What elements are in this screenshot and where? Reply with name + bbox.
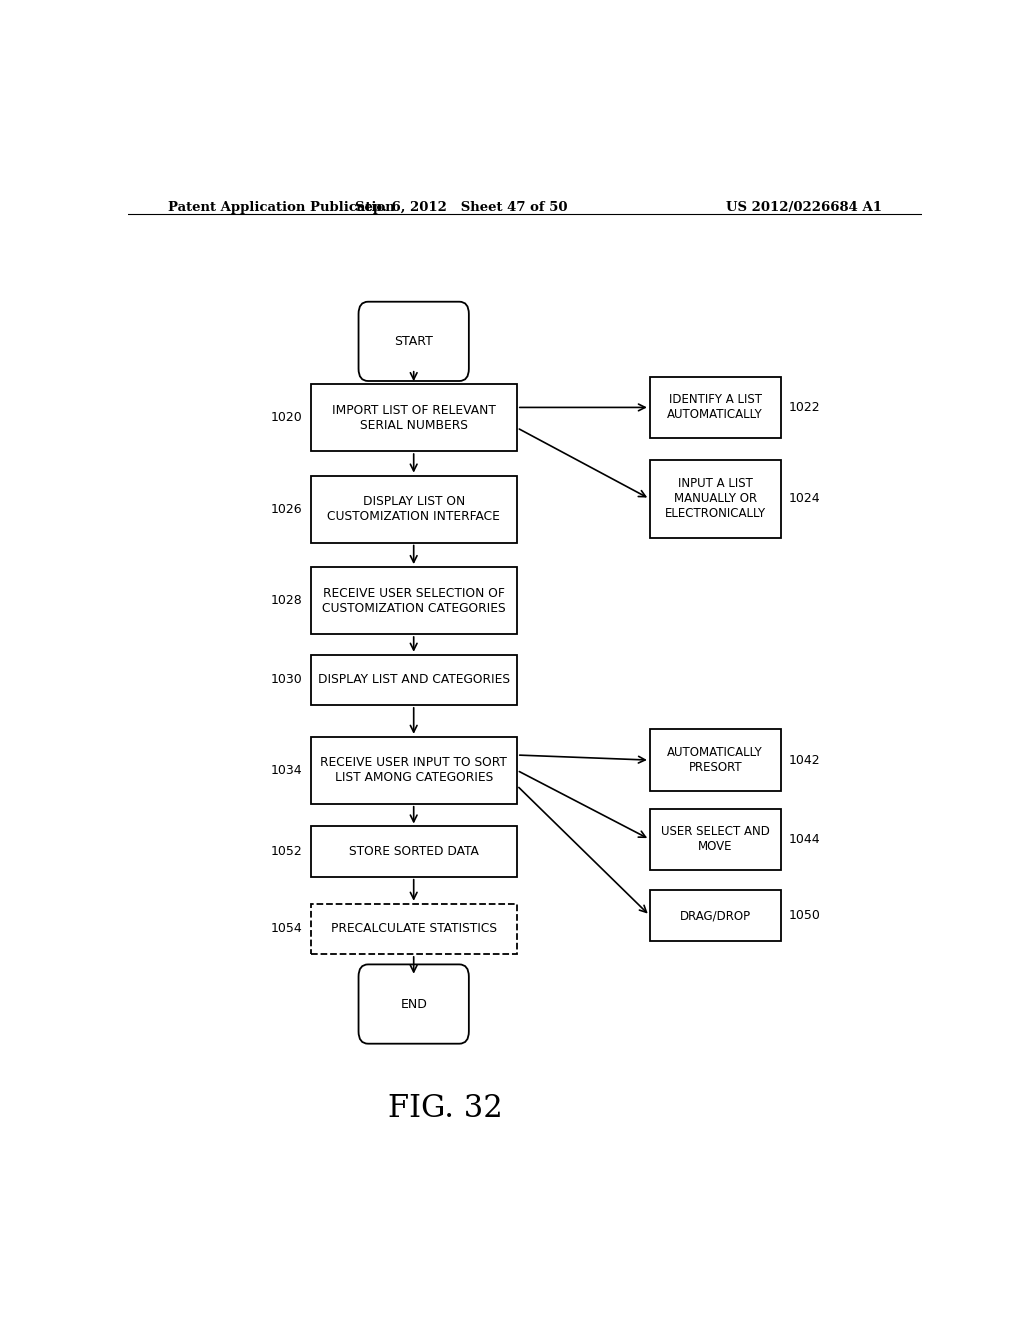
Text: DRAG/DROP: DRAG/DROP — [680, 909, 751, 923]
Bar — [310, 904, 517, 954]
Text: IMPORT LIST OF RELEVANT
SERIAL NUMBERS: IMPORT LIST OF RELEVANT SERIAL NUMBERS — [332, 404, 496, 432]
Text: Sep. 6, 2012   Sheet 47 of 50: Sep. 6, 2012 Sheet 47 of 50 — [355, 201, 567, 214]
FancyBboxPatch shape — [358, 965, 469, 1044]
Bar — [310, 384, 517, 451]
Text: RECEIVE USER INPUT TO SORT
LIST AMONG CATEGORIES: RECEIVE USER INPUT TO SORT LIST AMONG CA… — [321, 756, 507, 784]
Text: AUTOMATICALLY
PRESORT: AUTOMATICALLY PRESORT — [668, 746, 763, 774]
Text: START: START — [394, 335, 433, 348]
Text: STORE SORTED DATA: STORE SORTED DATA — [349, 845, 478, 858]
Text: 1054: 1054 — [270, 923, 303, 936]
Text: PRECALCULATE STATISTICS: PRECALCULATE STATISTICS — [331, 923, 497, 936]
Bar — [650, 459, 780, 539]
Text: Patent Application Publication: Patent Application Publication — [168, 201, 394, 214]
Bar — [310, 655, 517, 705]
Bar — [650, 809, 780, 870]
Text: IDENTIFY A LIST
AUTOMATICALLY: IDENTIFY A LIST AUTOMATICALLY — [668, 393, 763, 421]
Bar — [310, 826, 517, 876]
Text: RECEIVE USER SELECTION OF
CUSTOMIZATION CATEGORIES: RECEIVE USER SELECTION OF CUSTOMIZATION … — [322, 586, 506, 615]
Text: US 2012/0226684 A1: US 2012/0226684 A1 — [726, 201, 882, 214]
Bar — [310, 568, 517, 634]
Bar — [310, 737, 517, 804]
Text: 1020: 1020 — [270, 411, 303, 424]
Bar — [650, 891, 780, 941]
Text: 1028: 1028 — [270, 594, 303, 607]
Text: USER SELECT AND
MOVE: USER SELECT AND MOVE — [660, 825, 770, 854]
Text: 1044: 1044 — [788, 833, 820, 846]
Text: 1024: 1024 — [788, 492, 820, 506]
Text: 1052: 1052 — [270, 845, 303, 858]
Bar — [650, 730, 780, 791]
Text: 1050: 1050 — [788, 909, 820, 923]
Text: DISPLAY LIST ON
CUSTOMIZATION INTERFACE: DISPLAY LIST ON CUSTOMIZATION INTERFACE — [328, 495, 500, 523]
Text: 1026: 1026 — [271, 503, 303, 516]
Text: 1022: 1022 — [788, 401, 820, 414]
Text: 1030: 1030 — [270, 673, 303, 686]
Text: 1042: 1042 — [788, 754, 820, 767]
Text: FIG. 32: FIG. 32 — [388, 1093, 503, 1125]
Text: INPUT A LIST
MANUALLY OR
ELECTRONICALLY: INPUT A LIST MANUALLY OR ELECTRONICALLY — [665, 478, 766, 520]
Text: END: END — [400, 998, 427, 1011]
Bar — [650, 376, 780, 438]
Bar — [310, 475, 517, 543]
Text: DISPLAY LIST AND CATEGORIES: DISPLAY LIST AND CATEGORIES — [317, 673, 510, 686]
FancyBboxPatch shape — [358, 302, 469, 381]
Text: 1034: 1034 — [271, 764, 303, 776]
